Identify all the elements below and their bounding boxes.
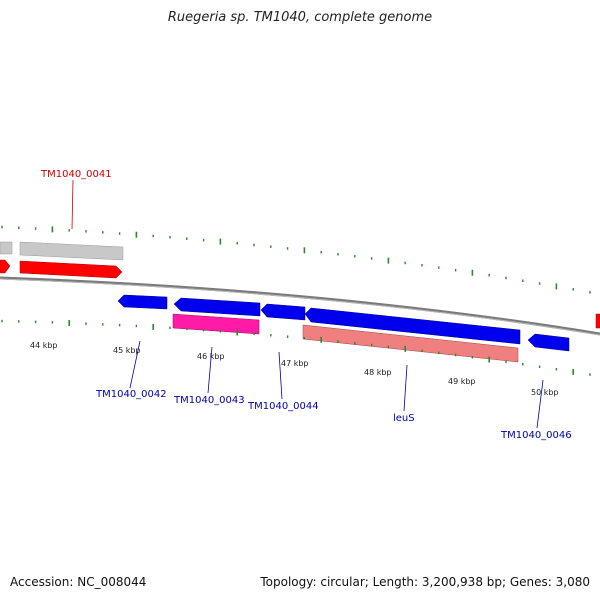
gene-leader-line: [207, 346, 213, 394]
gene-leader-line: [129, 340, 141, 389]
gene-leader-line: [536, 379, 544, 429]
scale-label: 47 kbp: [281, 359, 309, 368]
gene-feature-blue-tm1040-0046[interactable]: [527, 333, 570, 352]
gene-feature-pink[interactable]: [302, 324, 519, 363]
gene-feature-red-right-edge[interactable]: [595, 313, 600, 329]
scale-label: 46 kbp: [197, 352, 225, 361]
gene-feature-magenta[interactable]: [172, 313, 260, 335]
scale-label: 44 kbp: [30, 341, 58, 350]
gene-feature-red-tm1040-0041[interactable]: [19, 260, 123, 279]
scale-label: 48 kbp: [364, 368, 392, 377]
gene-feature-grey-left[interactable]: [0, 241, 13, 255]
gene-feature-blue-tm1040-0042[interactable]: [117, 294, 168, 310]
gene-leader-line: [71, 179, 74, 230]
scale-label: 50 kbp: [531, 388, 559, 397]
inner-tick-ring: [1, 319, 591, 376]
gene-label-tm1040-0044[interactable]: TM1040_0044: [247, 401, 319, 412]
gene-label-tm1040-0041[interactable]: TM1040_0041: [40, 169, 112, 180]
map-title: Ruegeria sp. TM1040, complete genome: [167, 10, 433, 25]
gene-label-tm1040-0043[interactable]: TM1040_0043: [173, 395, 245, 406]
gene-feature-blue-tm1040-0043[interactable]: [173, 297, 261, 317]
gene-label-leus[interactable]: leuS: [393, 413, 415, 424]
genome-summary-text: Topology: circular; Length: 3,200,938 bp…: [260, 575, 590, 589]
gene-feature-red-left[interactable]: [0, 259, 11, 274]
gene-feature-blue-leus[interactable]: [304, 307, 521, 345]
gene-label-tm1040-0046[interactable]: TM1040_0046: [500, 430, 572, 441]
genome-backbone: [0, 276, 600, 336]
gene-feature-grey[interactable]: [19, 241, 124, 261]
outer-tick-ring: [1, 225, 591, 294]
gene-leader-line: [278, 351, 283, 400]
gene-label-tm1040-0042[interactable]: TM1040_0042: [95, 389, 167, 400]
gene-feature-blue-tm1040-0044[interactable]: [260, 303, 306, 321]
accession-text: Accession: NC_008044: [10, 575, 147, 589]
gene-leader-line: [403, 364, 408, 412]
scale-label: 49 kbp: [448, 377, 476, 386]
scale-label: 45 kbp: [113, 346, 141, 355]
